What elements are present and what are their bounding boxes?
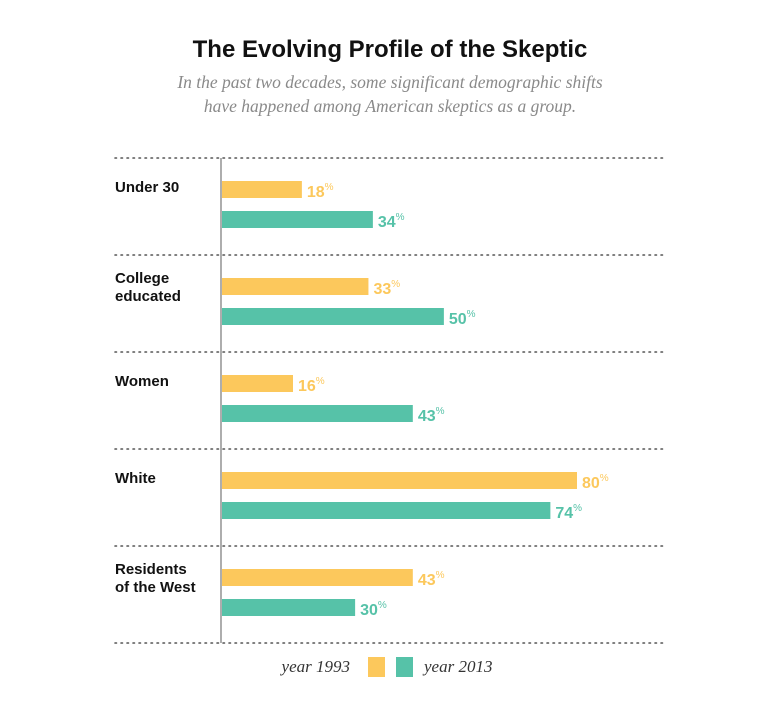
data-label: 74% [555,503,582,522]
bar [222,181,302,198]
bar [222,502,551,519]
bar [222,375,293,392]
category-label: Residents [115,561,187,578]
data-label: 43% [418,570,445,589]
subtitle-line-1: In the past two decades, some significan… [177,72,603,92]
bar [222,405,413,422]
legend-swatch-1993 [368,657,385,677]
category-label: College [115,270,169,287]
chart-subtitle: In the past two decades, some significan… [120,70,660,118]
data-label: 43% [418,406,445,425]
data-label: 80% [582,473,609,492]
bar [222,211,373,228]
data-label: 50% [449,309,476,328]
category-label: White [115,470,156,487]
category-label: educated [115,288,181,305]
data-label: 30% [360,600,387,619]
data-label: 33% [373,279,400,298]
bar [222,472,577,489]
subtitle-line-2: have happened among American skeptics as… [203,96,577,116]
data-label: 18% [307,182,334,201]
legend-label-1993: year 1993 [280,657,350,676]
category-label: Women [115,373,169,390]
category-label: Under 30 [115,179,179,196]
chart-title: The Evolving Profile of the Skeptic [192,36,588,63]
legend-label-2013: year 2013 [422,657,492,676]
data-label: 34% [378,212,405,231]
legend-swatch-2013 [396,657,413,677]
bar [222,308,444,325]
data-label: 16% [298,376,325,395]
bar [222,569,413,586]
category-label: of the West [115,579,196,596]
bar [222,278,369,295]
bar [222,599,356,616]
